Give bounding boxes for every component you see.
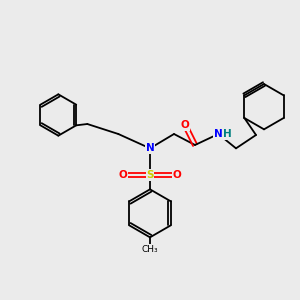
Text: CH₃: CH₃ <box>142 245 158 254</box>
Text: N: N <box>214 129 223 139</box>
Text: H: H <box>223 129 232 139</box>
Text: O: O <box>118 170 127 180</box>
Text: O: O <box>173 170 182 180</box>
Text: O: O <box>181 120 189 130</box>
Text: N: N <box>146 143 154 153</box>
Text: S: S <box>146 170 154 180</box>
